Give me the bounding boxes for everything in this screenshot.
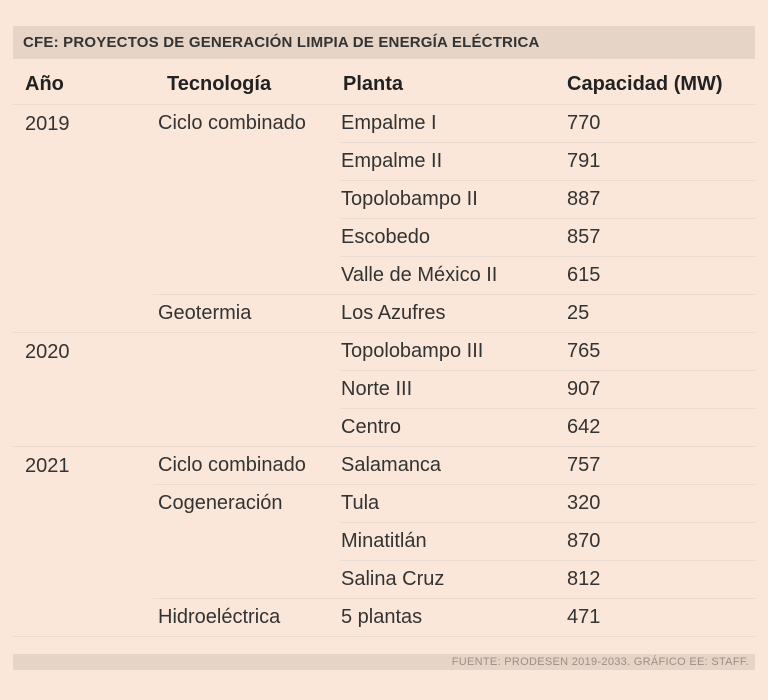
table-row: Hidroeléctrica 5 plantas 471 [13, 599, 755, 637]
cell-technology [153, 561, 341, 599]
table-title: CFE: PROYECTOS DE GENERACIÓN LIMPIA DE E… [13, 26, 755, 59]
cell-plant: Salamanca [341, 447, 563, 485]
cell-year: 2020 [25, 340, 70, 363]
cell-year [13, 371, 153, 409]
table-row: Minatitlán 870 [13, 523, 755, 561]
cell-capacity: 757 [563, 447, 755, 485]
cell-technology [153, 333, 341, 371]
cell-plant: Topolobampo II [341, 181, 563, 219]
cell-year [13, 599, 153, 637]
cell-plant: Empalme I [341, 105, 563, 143]
table-row: Cogeneración Tula 320 [13, 485, 755, 523]
table-row: Valle de México II 615 [13, 257, 755, 295]
cell-technology: Ciclo combinado [153, 447, 341, 485]
cell-capacity: 615 [563, 257, 755, 295]
cell-year: 2019 [25, 112, 70, 135]
cell-plant: Tula [341, 485, 563, 523]
cell-plant: Minatitlán [341, 523, 563, 561]
cell-technology: Ciclo combinado [158, 112, 306, 134]
cell-capacity: 765 [563, 333, 755, 371]
cell-capacity: 887 [563, 181, 755, 219]
cell-technology: Cogeneración [158, 492, 283, 514]
cell-year: 2021 [25, 454, 70, 477]
header-plant: Planta [343, 72, 404, 95]
table-row: 2019 Ciclo combinado Empalme I 770 [13, 105, 755, 143]
cell-technology [153, 371, 341, 409]
cell-technology [153, 523, 341, 561]
header-technology: Tecnología [167, 72, 272, 95]
table-row: 2021 Ciclo combinado Salamanca 757 [13, 447, 755, 485]
table-row: Topolobampo II 887 [13, 181, 755, 219]
cell-year [13, 485, 153, 523]
cell-year [13, 561, 153, 599]
cell-year [13, 219, 153, 257]
cell-technology [153, 257, 341, 295]
table-row: 2020 Topolobampo III 765 [13, 333, 755, 371]
cell-technology [153, 219, 341, 257]
cell-plant: Los Azufres [341, 295, 563, 333]
header-capacity: Capacidad (MW) [567, 72, 723, 95]
cell-year [13, 295, 153, 333]
cell-capacity: 907 [563, 371, 755, 409]
table-header: Año Tecnología Planta Capacidad (MW) [13, 64, 755, 105]
cell-year [13, 143, 153, 181]
cell-technology [153, 143, 341, 181]
cell-capacity: 770 [563, 105, 755, 143]
cell-capacity: 791 [563, 143, 755, 181]
table-row: Salina Cruz 812 [13, 561, 755, 599]
table-row: Geotermia Los Azufres 25 [13, 295, 755, 333]
cell-plant: Norte III [341, 371, 563, 409]
table-row: Empalme II 791 [13, 143, 755, 181]
cell-capacity: 870 [563, 523, 755, 561]
cell-year [13, 523, 153, 561]
table-row: Centro 642 [13, 409, 755, 447]
table-body: 2019 Ciclo combinado Empalme I 770 Empalme I… [13, 105, 755, 637]
cell-plant: Topolobampo III [341, 333, 563, 371]
cell-plant: Escobedo [341, 219, 563, 257]
cell-plant: Centro [341, 409, 563, 447]
cell-technology [153, 181, 341, 219]
cell-plant: 5 plantas [341, 599, 563, 637]
cell-capacity: 857 [563, 219, 755, 257]
cell-capacity: 812 [563, 561, 755, 599]
capacity-table: Año Tecnología Planta Capacidad (MW) 201… [13, 64, 755, 637]
header-year: Año [25, 72, 64, 95]
source-note: FUENTE: PRODESEN 2019-2033. GRÁFICO EE: … [13, 654, 755, 670]
cell-plant: Valle de México II [341, 257, 563, 295]
cell-plant: Salina Cruz [341, 561, 563, 599]
cell-technology: Geotermia [153, 295, 341, 333]
cell-year [13, 409, 153, 447]
cell-plant: Empalme II [341, 143, 563, 181]
cell-capacity: 320 [563, 485, 755, 523]
table-row: Escobedo 857 [13, 219, 755, 257]
cell-technology [153, 409, 341, 447]
cell-capacity: 25 [563, 295, 755, 333]
cell-year [13, 257, 153, 295]
cell-capacity: 642 [563, 409, 755, 447]
cell-technology: Hidroeléctrica [153, 599, 341, 637]
table-row: Norte III 907 [13, 371, 755, 409]
cell-year [13, 181, 153, 219]
cell-capacity: 471 [563, 599, 755, 637]
